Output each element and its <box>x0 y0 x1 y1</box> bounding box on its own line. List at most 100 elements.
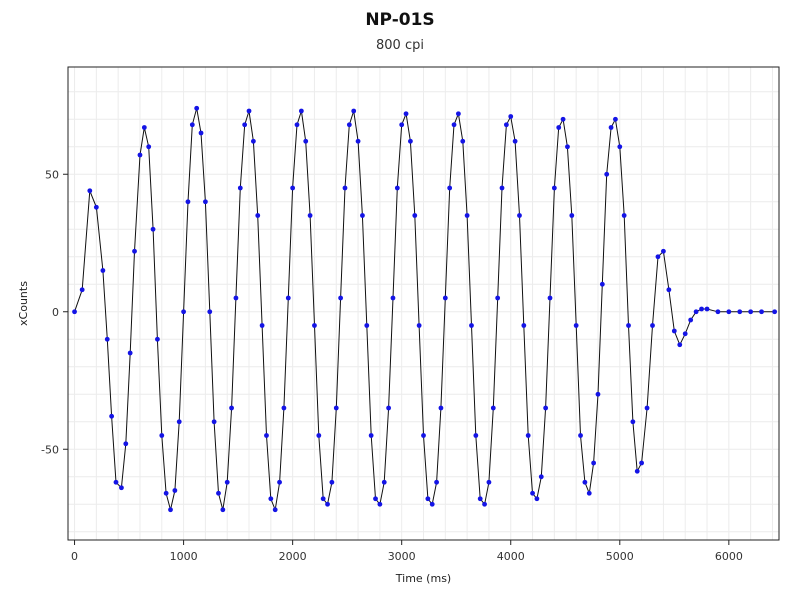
data-point <box>137 152 143 158</box>
data-point <box>268 496 274 502</box>
data-point <box>87 188 93 194</box>
data-point <box>72 309 77 315</box>
data-point <box>364 323 370 328</box>
data-point <box>473 433 479 438</box>
data-point <box>486 479 492 485</box>
data-point <box>303 138 309 144</box>
data-point <box>259 323 265 328</box>
data-point <box>525 433 531 438</box>
data-point <box>551 185 557 191</box>
data-point <box>495 295 501 301</box>
data-point <box>312 323 317 328</box>
data-point <box>100 268 106 273</box>
data-point <box>517 213 522 218</box>
data-point <box>104 336 110 342</box>
data-point <box>425 496 431 502</box>
data-point <box>272 507 278 513</box>
chart-title: NP-01S <box>365 10 435 30</box>
data-point <box>547 295 553 301</box>
data-point <box>521 323 527 328</box>
data-point <box>655 254 661 260</box>
data-point <box>338 295 344 301</box>
data-point <box>307 213 313 218</box>
data-point <box>469 323 474 328</box>
data-point <box>176 419 182 425</box>
data-point <box>621 213 627 218</box>
data-point <box>565 144 570 150</box>
data-point <box>386 405 392 411</box>
data-point <box>150 226 156 232</box>
data-point <box>207 309 213 315</box>
data-point <box>604 171 610 177</box>
data-point <box>447 185 453 191</box>
data-point <box>634 468 640 474</box>
data-point <box>316 433 322 438</box>
data-point <box>233 295 239 301</box>
data-point <box>403 111 409 117</box>
data-point <box>220 507 226 513</box>
data-point <box>79 287 85 293</box>
data-point <box>264 433 269 438</box>
data-point <box>408 138 413 144</box>
data-point <box>666 287 672 293</box>
x-axis-label: Time (ms) <box>395 572 451 585</box>
data-point <box>229 405 234 411</box>
data-point <box>351 108 357 114</box>
data-point <box>168 507 173 513</box>
data-point <box>127 350 133 356</box>
data-point <box>573 323 579 328</box>
data-point <box>617 144 623 150</box>
x-tick-label: 3000 <box>388 550 416 563</box>
data-point <box>416 323 422 328</box>
data-point <box>699 306 704 312</box>
data-point <box>285 295 291 301</box>
data-point <box>185 199 191 205</box>
data-point <box>360 213 365 218</box>
data-point <box>737 309 743 315</box>
data-point <box>298 108 304 114</box>
y-tick-label: 50 <box>45 168 59 181</box>
data-point <box>159 433 165 438</box>
data-point <box>373 496 378 502</box>
data-point <box>477 496 483 502</box>
plot-frame <box>67 66 780 541</box>
data-point <box>325 501 330 507</box>
data-point <box>381 479 387 485</box>
x-tick-label: 2000 <box>279 550 307 563</box>
data-point <box>688 317 694 323</box>
data-point <box>639 460 644 466</box>
data-point <box>421 433 426 438</box>
data-point <box>650 323 655 328</box>
data-point <box>772 309 778 315</box>
data-point <box>141 125 147 130</box>
data-point <box>155 336 160 342</box>
data-point <box>543 405 549 411</box>
data-point <box>246 108 252 114</box>
data-point <box>438 405 444 411</box>
data-point <box>329 479 335 485</box>
data-point <box>534 496 540 502</box>
data-point <box>455 111 461 117</box>
data-point <box>613 116 618 122</box>
data-point <box>434 479 439 485</box>
data-point <box>560 116 566 122</box>
data-point <box>759 309 764 315</box>
y-tick-label: 0 <box>52 306 59 319</box>
x-tick-label: 4000 <box>497 550 525 563</box>
data-point <box>281 405 287 411</box>
data-point <box>211 419 217 425</box>
data-point <box>578 433 583 438</box>
data-point <box>342 185 348 191</box>
data-point <box>109 413 115 419</box>
data-point <box>677 342 683 348</box>
data-point <box>499 185 505 191</box>
x-tick-label: 1000 <box>170 550 198 563</box>
data-point <box>693 309 699 315</box>
data-point <box>172 488 178 493</box>
data-point <box>715 309 721 315</box>
data-point <box>644 405 650 411</box>
data-point <box>482 501 487 507</box>
data-point <box>626 323 631 328</box>
data-point <box>294 122 300 128</box>
